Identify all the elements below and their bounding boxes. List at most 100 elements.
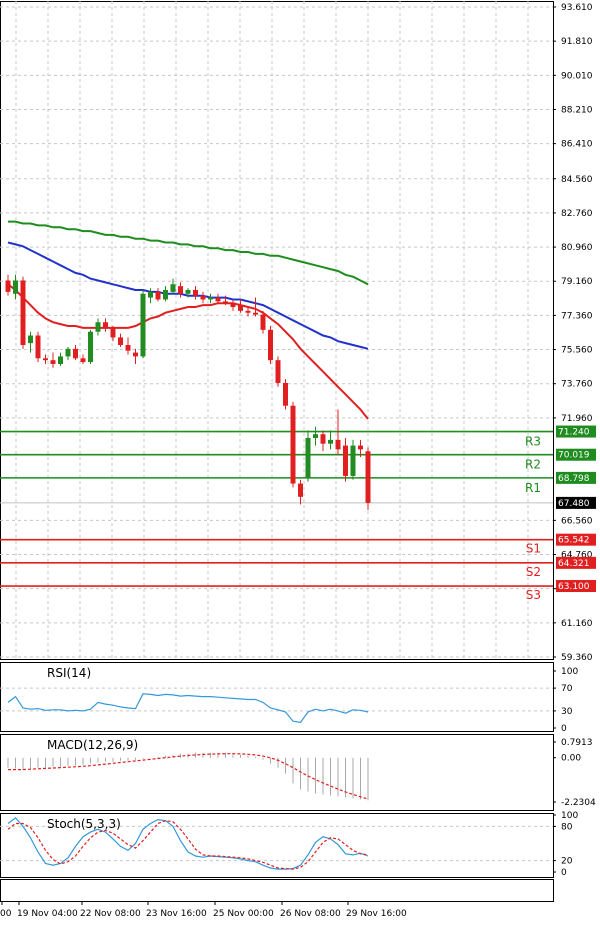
candle-down <box>358 445 363 450</box>
candle-down <box>200 295 206 300</box>
price-tick-label: 79.160 <box>561 277 593 287</box>
sma-fast-line <box>7 283 369 420</box>
candle-down <box>245 310 251 313</box>
level-label-r2: R2 <box>525 458 541 472</box>
rsi-line <box>7 693 369 723</box>
panel-frame-macd <box>0 734 554 811</box>
bottom-strip <box>0 879 554 902</box>
price-tick-label: 91.810 <box>561 37 593 47</box>
candle-up <box>13 280 18 294</box>
stoch-tick-label: 80 <box>561 822 573 832</box>
candle-down <box>223 301 228 304</box>
level-tag-s2: 64.321 <box>558 559 590 569</box>
time-tick-label: 26 Nov 08:00 <box>280 909 341 919</box>
level-tag-bg <box>556 448 596 461</box>
stoch-main-line <box>7 817 369 870</box>
candle-down <box>290 405 296 484</box>
candle-up <box>140 293 146 357</box>
candle-up <box>185 289 191 294</box>
level-tag-bg <box>556 580 596 593</box>
price-tick-label: 82.760 <box>561 209 593 219</box>
rsi-tick-label: 30 <box>561 707 573 717</box>
price-tick-label: 84.560 <box>561 175 593 185</box>
level-label-r1: R1 <box>525 481 541 495</box>
price-tick-label: 71.960 <box>561 414 593 424</box>
price-tick-label: 77.360 <box>561 311 593 321</box>
time-tick-label: 19 Nov 04:00 <box>17 909 78 919</box>
rsi-tick-label: 100 <box>561 667 578 677</box>
candle-down <box>155 291 161 300</box>
candle-up <box>163 289 168 300</box>
candle-up <box>65 348 71 357</box>
level-tag-r3: 71.240 <box>558 428 590 438</box>
panel-frame-stoch <box>0 813 554 878</box>
price-tick-label: 75.560 <box>561 346 593 356</box>
level-tag-s3: 63.100 <box>558 582 590 592</box>
candle-up <box>208 297 213 300</box>
candle-up <box>58 356 63 364</box>
candle-up <box>328 439 333 444</box>
candle-up <box>148 291 153 298</box>
candle-down <box>253 312 258 315</box>
candle-down <box>283 382 288 406</box>
candle-down <box>298 483 303 497</box>
candle-up <box>88 331 93 363</box>
level-label-r3: R3 <box>525 435 541 449</box>
candle-up <box>170 284 176 292</box>
candle-up <box>350 445 356 476</box>
candle-down <box>260 314 266 330</box>
price-tick-label: 93.610 <box>561 3 593 13</box>
sma-slow-line <box>8 220 369 286</box>
candle-down <box>20 280 26 345</box>
candle-down <box>118 337 123 345</box>
price-tick-label: 80.960 <box>561 243 593 253</box>
candle-down <box>193 289 198 296</box>
candle-down <box>80 358 86 363</box>
price-tick-label: 64.760 <box>561 551 593 561</box>
price-tick-label: 59.360 <box>561 653 593 663</box>
macd-tick-label: 0.7913 <box>561 738 593 748</box>
rsi-tick-label: 70 <box>561 684 573 694</box>
candle-down <box>5 280 11 292</box>
candle-down <box>73 348 78 359</box>
candle-down <box>35 335 41 359</box>
candle-up <box>28 335 33 344</box>
stoch-tick-label: 0 <box>561 868 567 878</box>
candle-down <box>335 439 341 450</box>
level-tag-r1: 68.798 <box>558 474 590 484</box>
candle-down <box>343 445 348 476</box>
price-tick-label: 90.010 <box>561 71 593 81</box>
candle-down <box>365 451 371 503</box>
candle-down <box>103 322 108 328</box>
candle-down <box>110 327 116 338</box>
candle-down <box>125 345 131 351</box>
stoch-tick-label: 100 <box>561 811 578 821</box>
candle-down <box>230 303 236 308</box>
candle-up <box>95 322 101 332</box>
level-tag-bg <box>556 471 596 484</box>
time-tick-label: 23 Nov 16:00 <box>146 909 207 919</box>
rsi-label: RSI(14) <box>47 666 91 680</box>
current-price-tag-bg <box>556 496 596 509</box>
time-tick-label: 00 <box>0 909 12 919</box>
candle-down <box>320 434 326 444</box>
candle-down <box>133 352 138 357</box>
level-label-s1: S1 <box>526 542 541 556</box>
level-tag-r2: 70.019 <box>558 451 590 461</box>
stoch-label: Stoch(5,3,3) <box>47 817 121 831</box>
macd-tick-label: 0.00 <box>561 754 581 764</box>
candle-down <box>178 286 183 294</box>
candle-down <box>275 360 281 383</box>
level-tag-bg <box>556 533 596 546</box>
level-label-s2: S2 <box>526 565 541 579</box>
candle-up <box>305 437 311 478</box>
panel-frame-price <box>0 1 554 660</box>
stoch-tick-label: 20 <box>561 857 573 867</box>
candle-down <box>215 297 221 302</box>
time-tick-label: 22 Nov 08:00 <box>80 909 141 919</box>
time-tick-label: 25 Nov 00:00 <box>213 909 274 919</box>
candle-down <box>43 358 48 361</box>
current-price-tag: 67.480 <box>558 499 590 509</box>
candle-up <box>313 434 318 438</box>
candle-down <box>238 305 243 311</box>
